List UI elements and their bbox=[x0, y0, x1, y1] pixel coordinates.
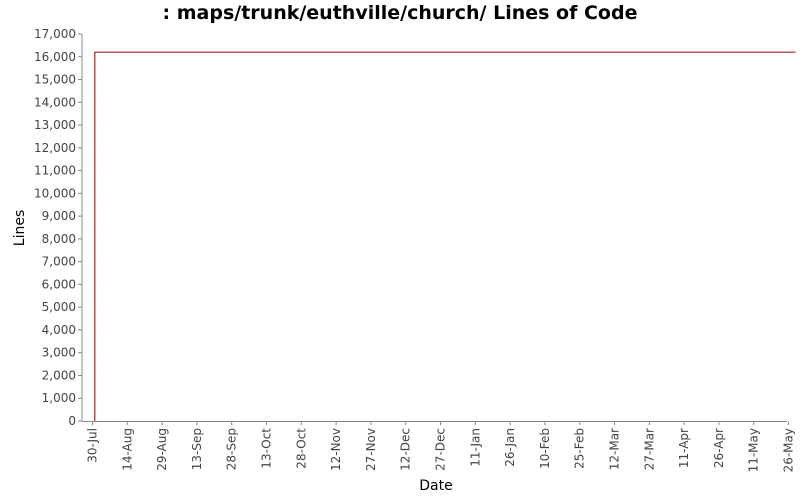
x-tick-label: 10-Feb bbox=[538, 428, 552, 469]
x-tick-label: 11-May bbox=[747, 428, 761, 472]
y-tick-label: 8,000 bbox=[42, 232, 76, 246]
x-tick-label: 27-Mar bbox=[642, 428, 656, 470]
y-tick-label: 14,000 bbox=[34, 95, 76, 109]
x-tick-label: 30-Jul bbox=[86, 428, 100, 463]
y-tick-label: 11,000 bbox=[34, 164, 76, 178]
x-tick-label: 28-Sep bbox=[225, 428, 239, 470]
x-tick-label: 12-Mar bbox=[608, 428, 622, 470]
y-tick-label: 7,000 bbox=[42, 255, 76, 269]
chart-title: : maps/trunk/euthville/church/ Lines of … bbox=[162, 2, 638, 24]
y-tick-label: 6,000 bbox=[42, 277, 76, 291]
y-tick-label: 16,000 bbox=[34, 50, 76, 64]
x-tick-label: 27-Nov bbox=[364, 428, 378, 471]
x-tick-label: 25-Feb bbox=[573, 428, 587, 469]
series-layer bbox=[94, 51, 796, 421]
x-tick-label: 26-May bbox=[782, 428, 796, 472]
y-axis-title: Lines bbox=[12, 210, 28, 246]
y-tick-label: 13,000 bbox=[34, 118, 76, 132]
y-tick-label: 3,000 bbox=[42, 346, 76, 360]
x-tick-label: 11-Apr bbox=[677, 428, 691, 468]
x-tick-label: 14-Aug bbox=[120, 428, 134, 471]
y-tick-label: 2,000 bbox=[42, 368, 76, 382]
series-line bbox=[94, 51, 796, 421]
x-axis-title: Date bbox=[419, 478, 452, 494]
y-tick-label: 10,000 bbox=[34, 186, 76, 200]
y-tick-label: 12,000 bbox=[34, 141, 76, 155]
y-tick-label: 1,000 bbox=[42, 391, 76, 405]
y-tick-label: 4,000 bbox=[42, 323, 76, 337]
y-axis: 0 1,000 2,000 3,000 4,000 5,000 6,000 7,000 8,00… bbox=[34, 27, 83, 428]
y-tick-label: 15,000 bbox=[34, 73, 76, 87]
x-axis: 30-Jul 14-Aug 29-Aug 13-Sep 28-Sep 13-Oct 28-O… bbox=[82, 421, 796, 472]
x-tick-label: 29-Aug bbox=[155, 428, 169, 471]
y-tick-label: 9,000 bbox=[42, 209, 76, 223]
x-tick-label: 12-Nov bbox=[329, 428, 343, 471]
x-tick-label: 13-Sep bbox=[190, 428, 204, 470]
x-tick-label: 27-Dec bbox=[434, 428, 448, 471]
x-tick-label: 12-Dec bbox=[399, 428, 413, 471]
x-tick-label: 13-Oct bbox=[260, 428, 274, 469]
y-tick-label: 0 bbox=[68, 414, 76, 428]
y-tick-label: 5,000 bbox=[42, 300, 76, 314]
x-tick-label: 28-Oct bbox=[294, 428, 308, 469]
y-tick-label: 17,000 bbox=[34, 27, 76, 41]
x-tick-label: 11-Jan bbox=[468, 428, 482, 467]
x-tick-label: 26-Jan bbox=[503, 428, 517, 467]
x-tick-label: 26-Apr bbox=[712, 428, 726, 468]
